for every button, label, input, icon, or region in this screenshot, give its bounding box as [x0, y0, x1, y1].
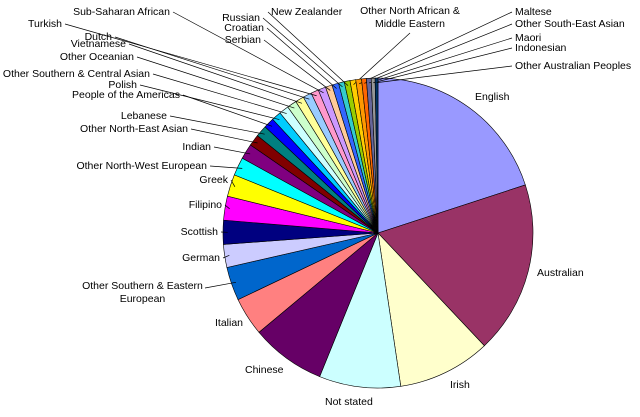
slice-label: Turkish [28, 18, 62, 30]
slice-label: Polish [108, 79, 137, 91]
leader-line [209, 165, 243, 169]
slice-label: Other Southern & Central Asian [3, 68, 150, 80]
leader-line [373, 47, 513, 84]
pie-slice [377, 232, 485, 387]
leader-line [64, 23, 317, 97]
pie-slice [374, 77, 379, 234]
leader-line [213, 146, 251, 155]
leader-line [128, 43, 303, 104]
slice-label-text: Other North African & Middle Eastern [360, 5, 460, 30]
slice-label-text: Other Southern & Eastern European [82, 280, 203, 305]
leader-line [359, 11, 513, 85]
slice-label: Other Southern & Eastern European [82, 280, 203, 305]
slice-label: Other North-East Asian [80, 123, 188, 135]
leader-line [190, 128, 258, 144]
slice-label: New Zealander [271, 6, 343, 18]
leader-line [263, 39, 331, 91]
slice-label: Indian [182, 141, 211, 153]
leader-line [136, 56, 295, 109]
leader-line [169, 115, 265, 135]
leader-line [230, 179, 236, 187]
slice-label: Other South-East Asian [515, 18, 625, 30]
slice-label: Australian [537, 267, 584, 279]
slice-label: Other North African & Middle Eastern [360, 5, 460, 30]
slice-label: Sub-Saharan African [73, 6, 170, 18]
leader-line [182, 94, 273, 127]
slice-label: Other Oceanian [60, 51, 134, 63]
leader-line [222, 255, 230, 259]
slice-label: Dutch [85, 31, 113, 43]
slice-label: Serbian [225, 34, 261, 46]
slice-label: Not stated [325, 396, 373, 408]
leader-line [353, 32, 411, 85]
leader-line [172, 11, 324, 94]
leader-line [262, 17, 343, 88]
slice-label: Chinese [245, 364, 284, 376]
slice-label: Maori [515, 32, 541, 44]
slice-label: Irish [450, 379, 470, 391]
slice-label: English [475, 91, 510, 103]
slice-label: Russian [222, 12, 260, 24]
leader-line [266, 27, 337, 89]
leader-line [376, 65, 513, 84]
slice-label: Italian [215, 317, 243, 329]
slice-label: Lebanese [121, 110, 167, 122]
leader-line [204, 281, 237, 289]
slice-label: German [182, 252, 220, 264]
pie-slice [377, 77, 526, 234]
leader-line [267, 11, 349, 86]
leader-line [368, 37, 513, 84]
slice-label: Croatian [224, 22, 264, 34]
slice-label: People of the Americas [72, 89, 180, 101]
slice-label: Greek [199, 174, 228, 186]
pie-slice [377, 184, 534, 347]
leader-line [139, 84, 280, 120]
slice-label: Other North-West European [76, 160, 207, 172]
leader-line [152, 73, 287, 114]
slice-label: Scottish [181, 226, 219, 238]
slice-label: Maltese [515, 6, 552, 18]
leader-line [364, 23, 513, 84]
slice-label: Other Australian Peoples [515, 60, 631, 72]
leader-line [224, 204, 230, 210]
slice-label: Filipino [189, 199, 222, 211]
slice-label: Vietnamese [71, 38, 126, 50]
slice-label: Indonesian [515, 42, 567, 54]
